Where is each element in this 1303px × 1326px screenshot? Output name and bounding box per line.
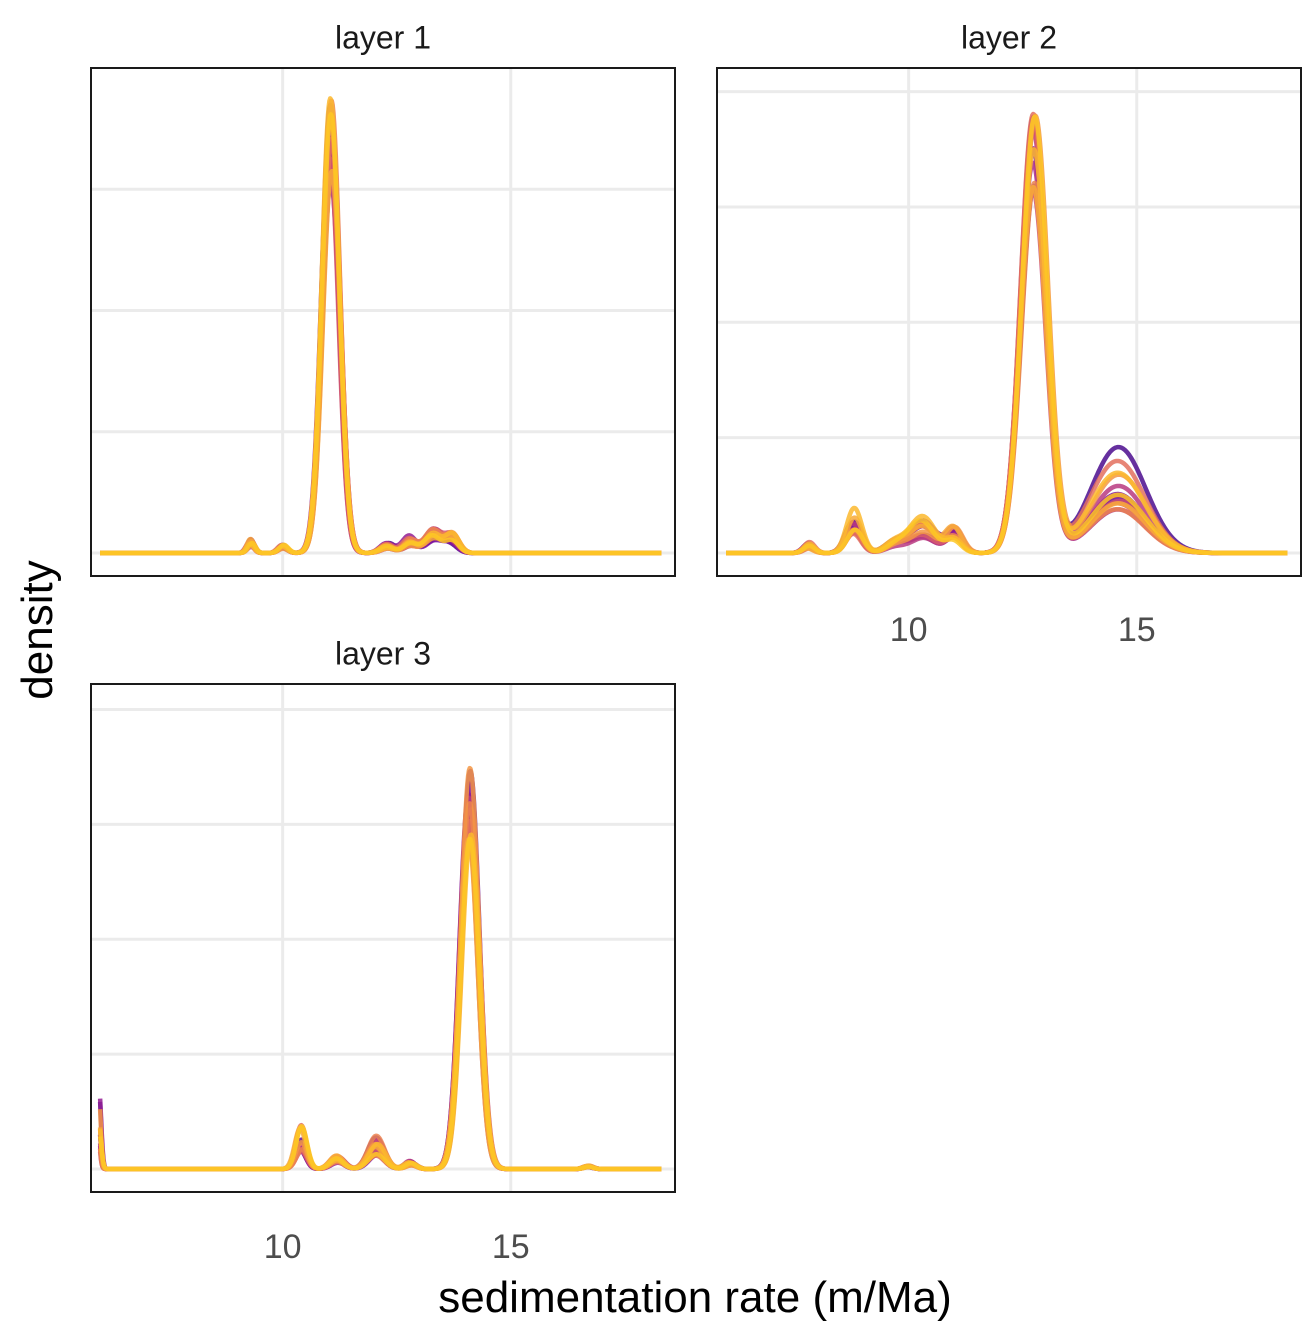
density-curve — [98, 111, 663, 556]
density-curve — [98, 179, 663, 556]
density-curve — [97, 800, 663, 1172]
density-curve — [97, 781, 663, 1172]
density-curve — [97, 768, 663, 1172]
density-curve — [97, 795, 663, 1172]
density-curve — [98, 151, 663, 556]
density-curve — [98, 135, 663, 556]
density-curve — [98, 98, 663, 556]
panel-border — [716, 67, 1302, 577]
density-curve — [724, 147, 1289, 556]
facet-panel: layer 3 10 15 — [90, 635, 676, 1266]
facet-title: layer 1 — [335, 19, 431, 55]
density-curve — [98, 168, 663, 556]
density-curve — [97, 792, 663, 1172]
density-curve — [98, 102, 663, 556]
density-curve — [97, 807, 663, 1172]
x-tick-label: 10 — [890, 611, 928, 649]
x-tick-label: 15 — [1118, 611, 1156, 649]
density-curve — [97, 836, 663, 1172]
panel-border — [90, 67, 676, 577]
density-curves — [97, 765, 663, 1172]
density-curve — [97, 818, 663, 1172]
y-axis-title: density — [13, 560, 62, 699]
density-curve — [724, 111, 1289, 556]
x-axis-title: sedimentation rate (m/Ma) — [438, 1273, 952, 1322]
density-curve — [97, 828, 663, 1172]
density-curve — [97, 801, 663, 1172]
x-tick-label: 10 — [264, 1228, 302, 1266]
gridlines — [91, 684, 675, 1192]
density-curve — [98, 96, 663, 556]
density-curve — [98, 136, 663, 556]
density-curve — [97, 765, 663, 1172]
density-curve — [97, 837, 663, 1172]
x-tick-label: 15 — [492, 1228, 530, 1266]
facet-panel: layer 2 10 15 — [716, 19, 1302, 649]
facet-title: layer 3 — [335, 635, 431, 671]
density-curve — [98, 144, 663, 556]
gridlines — [91, 68, 675, 576]
density-curve — [97, 802, 663, 1172]
density-curve — [98, 112, 663, 556]
density-curve — [724, 114, 1289, 556]
density-curve — [98, 170, 663, 556]
density-curve — [98, 128, 663, 556]
facet-panel: layer 1 — [90, 19, 676, 577]
density-curve — [97, 832, 663, 1172]
facet-title: layer 2 — [961, 19, 1057, 55]
density-curves — [724, 111, 1289, 556]
density-curves — [98, 96, 663, 556]
density-curve — [98, 155, 663, 556]
panel-border — [90, 683, 676, 1193]
